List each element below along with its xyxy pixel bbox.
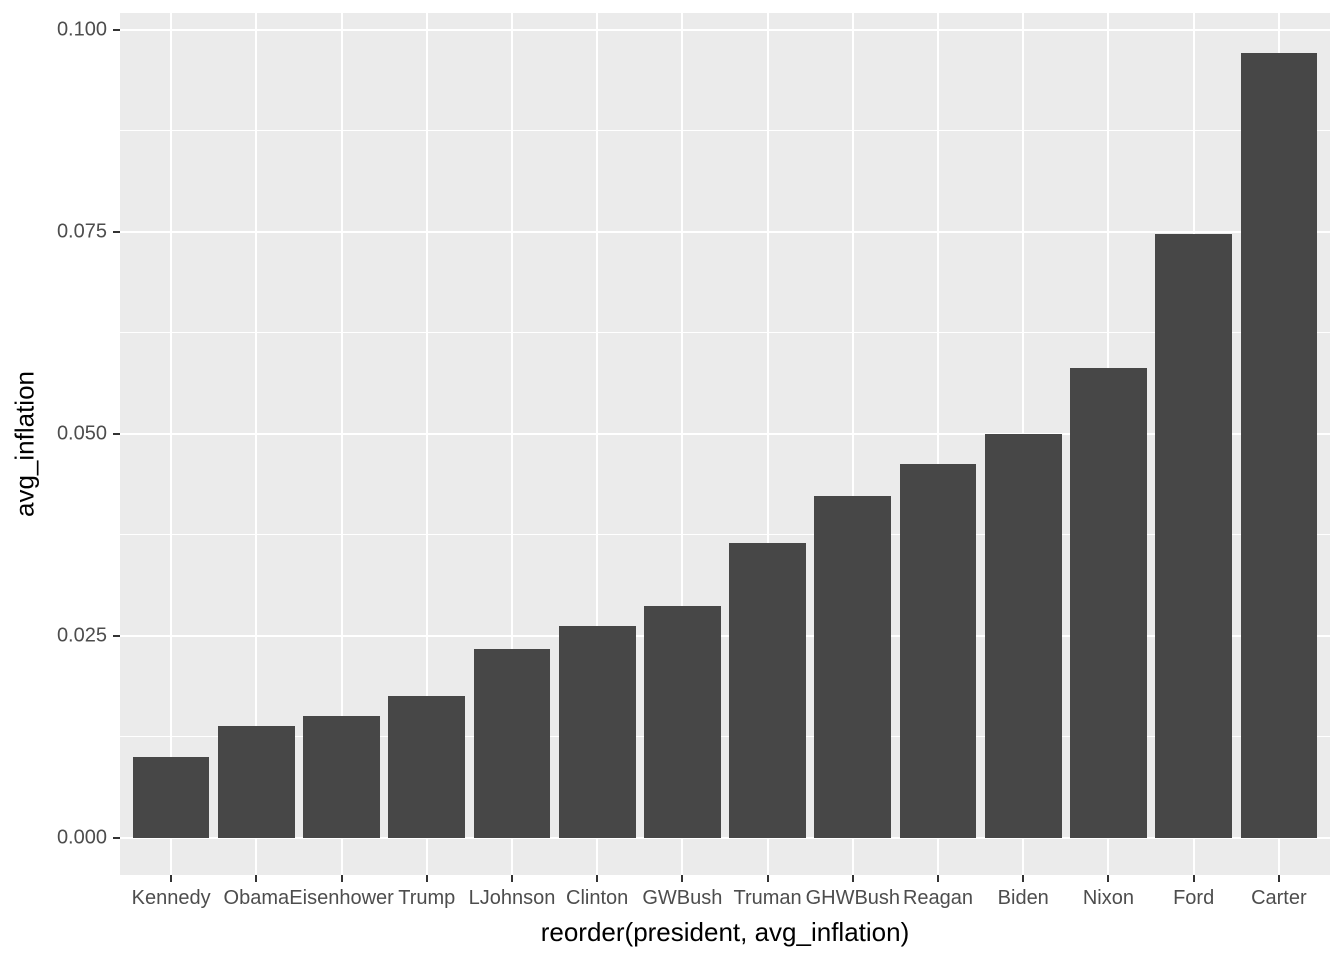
y-tick-mark (113, 635, 120, 637)
major-gridline-x (851, 13, 854, 875)
x-tick-label-trump: Trump (398, 887, 456, 909)
x-tick-label-biden: Biden (997, 887, 1049, 909)
x-tick-label-obama: Obama (223, 887, 290, 909)
major-gridline-y (120, 837, 1330, 839)
major-gridline-x (596, 13, 599, 875)
y-tick-mark (113, 837, 120, 839)
major-gridline-x (255, 13, 258, 875)
bar-biden (984, 434, 1062, 838)
major-gridline-x (510, 13, 513, 875)
bar-gwbush (644, 606, 721, 838)
x-tick-label-eisenhower: Eisenhower (289, 887, 394, 909)
x-tick-label-gwbush: GWBush (642, 887, 723, 909)
x-tick-mark (1107, 875, 1110, 882)
minor-gridline-y (120, 332, 1330, 333)
minor-gridline-y (120, 534, 1330, 535)
x-tick-mark (255, 875, 258, 882)
x-tick-label-reagan: Reagan (902, 887, 974, 909)
bar-carter (1240, 53, 1318, 838)
minor-gridline-y (120, 736, 1330, 737)
x-tick-label-truman: Truman (733, 887, 802, 909)
y-tick-label: 0.000 (56, 826, 107, 849)
bar-reagan (899, 463, 977, 838)
x-tick-label-carter: Carter (1251, 887, 1307, 909)
x-tick-label-ford: Ford (1173, 887, 1215, 909)
bar-ghwbush (814, 496, 892, 838)
bar-obama (217, 725, 295, 838)
y-tick-mark (113, 231, 120, 233)
bar-eisenhower (303, 716, 380, 838)
major-gridline-y (120, 231, 1330, 233)
major-gridline-y (120, 433, 1330, 435)
x-tick-label-ghwbush: GHWBush (805, 887, 901, 909)
x-tick-mark (425, 875, 428, 882)
major-gridline-y (120, 635, 1330, 637)
x-tick-mark (937, 875, 940, 882)
major-gridline-x (170, 13, 173, 875)
x-tick-mark (1192, 875, 1195, 882)
x-tick-mark (766, 875, 769, 882)
x-tick-mark (681, 875, 684, 882)
x-axis-title: reorder(president, avg_inflation) (540, 917, 910, 947)
major-gridline-x (766, 13, 769, 875)
bar-truman (729, 543, 806, 838)
y-tick-mark (113, 29, 120, 31)
bar-clinton (558, 626, 636, 838)
x-tick-mark (510, 875, 513, 882)
x-tick-mark (1277, 875, 1280, 882)
plot-panel (120, 13, 1330, 875)
bar-ljohnson (473, 648, 551, 838)
x-tick-mark (1022, 875, 1025, 882)
bar-ford (1155, 233, 1232, 838)
major-gridline-x (340, 13, 343, 875)
major-gridline-y (120, 29, 1330, 31)
bar-trump (388, 695, 466, 838)
major-gridline-x (681, 13, 684, 875)
x-tick-mark (170, 875, 173, 882)
major-gridline-x (425, 13, 428, 875)
y-tick-mark (113, 433, 120, 435)
y-tick-label: 0.025 (56, 624, 107, 647)
y-axis-title: avg_inflation (9, 371, 40, 517)
x-tick-label-nixon: Nixon (1082, 887, 1135, 909)
major-gridline-x (937, 13, 940, 875)
x-tick-mark (851, 875, 854, 882)
y-tick-label: 0.075 (56, 220, 107, 243)
x-tick-mark (340, 875, 343, 882)
x-tick-label-clinton: Clinton (566, 887, 629, 909)
bar-nixon (1070, 367, 1147, 838)
minor-gridline-y (120, 130, 1330, 131)
y-tick-label: 0.100 (56, 18, 107, 41)
y-tick-label: 0.050 (56, 422, 107, 445)
x-tick-label-kennedy: Kennedy (131, 887, 211, 909)
x-tick-label-ljohnson: LJohnson (468, 887, 556, 909)
x-tick-mark (596, 875, 599, 882)
bar-kennedy (132, 757, 210, 838)
